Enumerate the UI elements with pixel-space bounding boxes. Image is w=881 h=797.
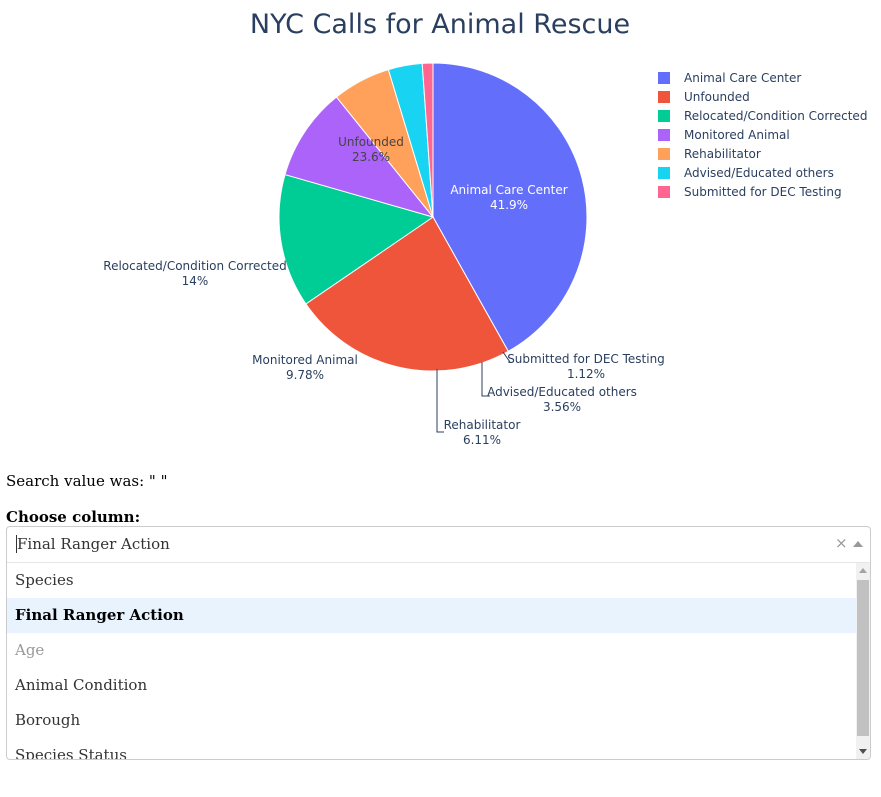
slice-percent-label: 23.6% xyxy=(352,150,390,164)
slice-label: Submitted for DEC Testing xyxy=(507,352,665,366)
dropdown-option[interactable]: Species Status xyxy=(15,746,127,759)
pie-slice-animal-care-center[interactable] xyxy=(432,62,588,353)
text-cursor xyxy=(16,535,17,553)
leader-line xyxy=(481,362,490,397)
pie-slice-submitted-for-dec-testing[interactable] xyxy=(421,62,434,218)
dropdown-option[interactable]: Borough xyxy=(15,711,81,729)
dropdown-scrollbar[interactable] xyxy=(856,563,870,759)
legend-swatch[interactable] xyxy=(658,91,670,103)
dropdown-selected-value: Final Ranger Action xyxy=(17,535,170,553)
legend-swatch[interactable] xyxy=(658,148,670,160)
pie-chart: NYC Calls for Animal Rescue Animal Care … xyxy=(103,9,867,447)
legend-entry[interactable]: Rehabilitator xyxy=(684,147,761,161)
legend-swatch[interactable] xyxy=(658,72,670,84)
legend-entry[interactable]: Submitted for DEC Testing xyxy=(684,185,842,199)
dropdown-control[interactable]: Final Ranger Action × xyxy=(7,527,870,563)
slice-label: Animal Care Center xyxy=(450,183,567,197)
dropdown-option: Age xyxy=(15,641,45,659)
legend-swatch[interactable] xyxy=(658,186,670,198)
dropdown-option[interactable]: Animal Condition xyxy=(15,676,148,694)
chart-title: NYC Calls for Animal Rescue xyxy=(250,9,630,40)
leader-line xyxy=(436,369,444,433)
legend-entry[interactable]: Monitored Animal xyxy=(684,128,790,142)
column-dropdown[interactable]: Final Ranger Action × Species Final Range… xyxy=(6,526,871,760)
dropdown-option[interactable]: Final Ranger Action xyxy=(7,598,856,633)
legend-swatch[interactable] xyxy=(658,110,670,122)
pie-slice-unfounded[interactable] xyxy=(305,216,509,372)
slice-percent-label: 14% xyxy=(182,274,209,288)
legend-entry[interactable]: Animal Care Center xyxy=(684,71,801,85)
pie-slice-relocated-condition-corrected[interactable] xyxy=(278,173,435,305)
slice-label: Monitored Animal xyxy=(252,353,358,367)
legend-swatch[interactable] xyxy=(658,129,670,141)
legend-swatch[interactable] xyxy=(658,167,670,179)
pie-chart-svg: NYC Calls for Animal Rescue Animal Care … xyxy=(103,9,867,447)
slice-percent-label: 6.11% xyxy=(463,433,501,447)
pie-slice-monitored-animal[interactable] xyxy=(284,96,435,218)
slice-label: Unfounded xyxy=(338,135,404,149)
slice-percent-label: 9.78% xyxy=(286,368,324,382)
slice-label: Advised/Educated others xyxy=(487,385,637,399)
slice-percent-label: 1.12% xyxy=(567,367,605,381)
legend-entry[interactable]: Advised/Educated others xyxy=(684,166,834,180)
slice-percent-label: 41.9% xyxy=(490,198,528,212)
scroll-down-icon[interactable] xyxy=(859,749,867,754)
dropdown-menu: Species Final Ranger Action Age Animal Cond… xyxy=(7,563,870,759)
close-icon[interactable]: × xyxy=(835,534,848,552)
slice-label: Relocated/Condition Corrected xyxy=(103,259,286,273)
leader-line xyxy=(502,351,511,363)
scrollbar-thumb[interactable] xyxy=(857,580,869,736)
search-value-text: Search value was: " " xyxy=(6,472,168,490)
slice-percent-label: 3.56% xyxy=(543,400,581,414)
legend-entry[interactable]: Relocated/Condition Corrected xyxy=(684,109,867,123)
dropdown-option[interactable]: Species xyxy=(15,571,74,589)
legend-entry[interactable]: Unfounded xyxy=(684,90,750,104)
caret-up-icon[interactable] xyxy=(853,541,863,547)
scroll-up-icon[interactable] xyxy=(859,568,867,573)
slice-label: Rehabilitator xyxy=(444,418,521,432)
choose-column-label: Choose column: xyxy=(6,508,141,526)
